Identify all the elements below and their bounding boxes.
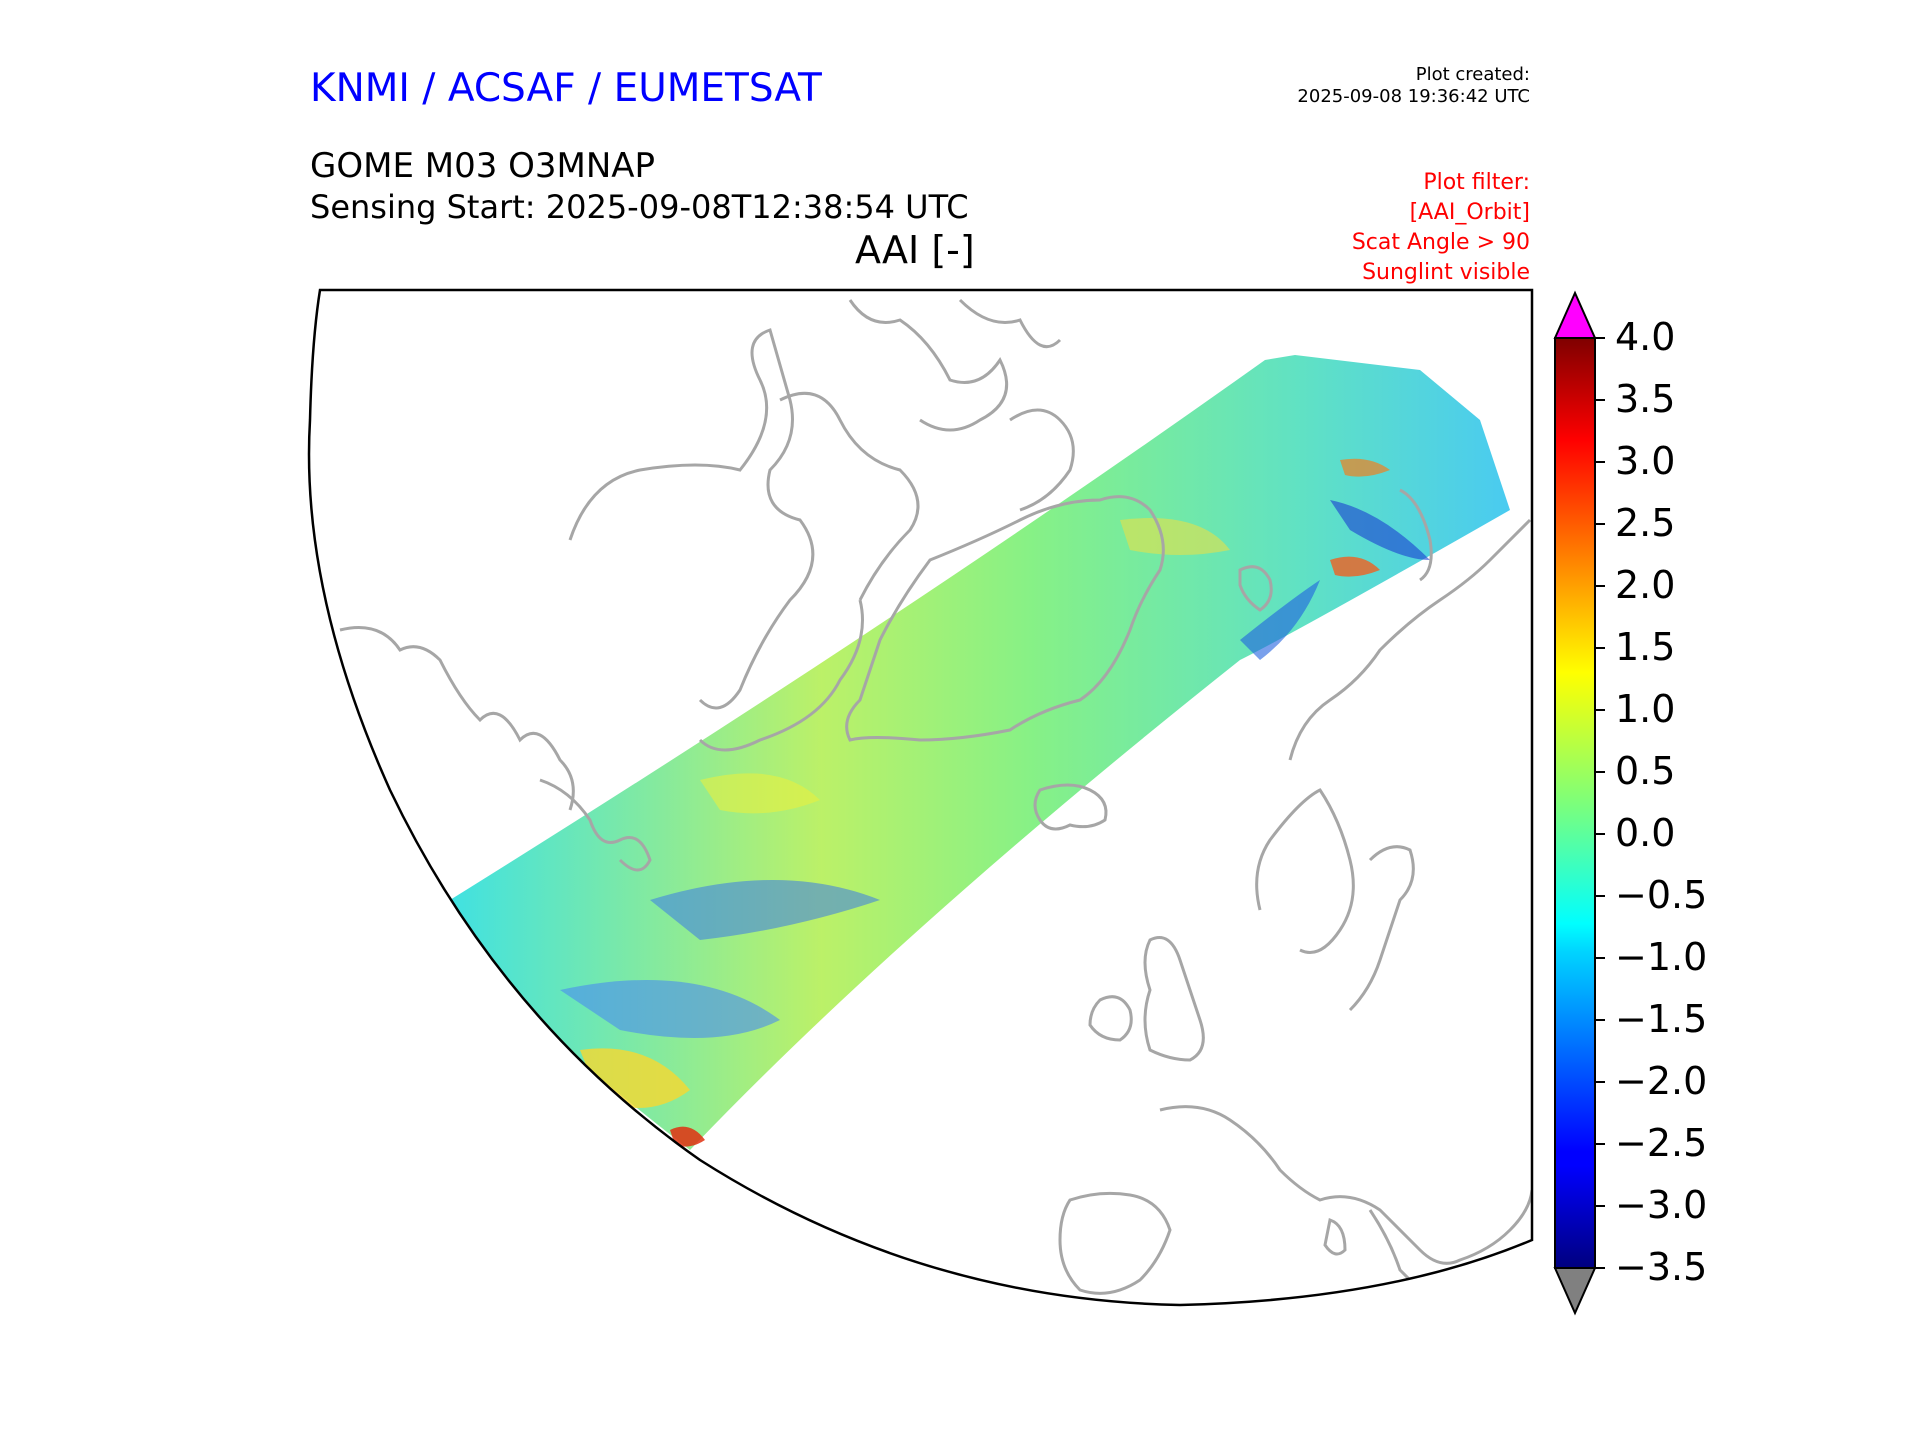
colorbar-tick-label: 3.5: [1615, 377, 1676, 421]
coastline-ireland: [1088, 995, 1133, 1042]
plot-filter-item: Scat Angle > 90: [1351, 230, 1530, 255]
coastline-europe: [1159, 1105, 1532, 1265]
swath-band-blue: [1240, 580, 1320, 660]
plot-filter-item: [AAI_Orbit]: [1409, 200, 1530, 225]
plot-filter-item: Sunglint visible: [1362, 260, 1530, 285]
coastline-greenland: [845, 495, 1165, 742]
swath-band-red: [670, 1126, 705, 1147]
plot-filter-title: Plot filter:: [1423, 170, 1530, 195]
coastline-west-canada: [339, 626, 575, 811]
coastline-scandinavia: [1288, 518, 1532, 761]
coastline-scandinavia: [1255, 788, 1355, 954]
colorbar-tick-label: 3.0: [1615, 439, 1676, 483]
coastline-hudson-bay: [568, 328, 815, 710]
coastline-novaya-zemlya: [1399, 488, 1433, 582]
colorbar-tick-label: 2.0: [1615, 563, 1676, 607]
colorbar-tick-label: 0.0: [1615, 811, 1676, 855]
swath-band-blue: [560, 980, 780, 1038]
swath-band-blue: [650, 880, 880, 940]
colorbar-tick-label: −3.0: [1615, 1183, 1708, 1227]
coastline-ellesmere: [1009, 408, 1075, 512]
plot-filter-box: Plot filter: [AAI_Orbit] Scat Angle > 90…: [1352, 168, 1530, 288]
coastline-baltic: [1348, 845, 1415, 1012]
map-content: [339, 298, 1532, 1302]
coastline-iberia: [1058, 1191, 1172, 1295]
organization-title: KNMI / ACSAF / EUMETSAT: [310, 66, 822, 111]
coastline-svalbard: [1238, 565, 1273, 612]
colorbar-over-triangle: [1553, 290, 1597, 339]
coastline-baffin: [779, 391, 920, 601]
product-title: GOME M03 O3MNAP: [310, 146, 656, 186]
colorbar-tick-label: −1.0: [1615, 935, 1708, 979]
coastline-britain: [1143, 936, 1205, 1062]
colorbar-tick-label: 4.0: [1615, 315, 1676, 359]
colorbar-tick-label: 0.5: [1615, 749, 1676, 793]
coastline-west-canada: [539, 778, 652, 872]
plot-created-info: Plot created: 2025-09-08 19:36:42 UTC: [1297, 64, 1530, 108]
swath-band-yellow: [1120, 518, 1230, 555]
map-border: [307, 288, 1534, 1307]
swath-band-blue: [1330, 500, 1430, 560]
colorbar-ticks: [1595, 337, 1605, 1269]
sensing-start: Sensing Start: 2025-09-08T12:38:54 UTC: [310, 188, 969, 226]
coastline-iceland: [1033, 783, 1108, 831]
colorbar-tick-label: −3.5: [1615, 1245, 1708, 1289]
colorbar-tick-label: 1.5: [1615, 625, 1676, 669]
colorbar-tick-label: 1.0: [1615, 687, 1676, 731]
swath-band-red: [1330, 556, 1380, 577]
swath-band-yellow: [700, 773, 820, 814]
colorbar-under-triangle: [1553, 1267, 1597, 1316]
aai-swath: [450, 355, 1510, 1150]
colorbar-tick-label: −0.5: [1615, 873, 1708, 917]
colorbar-tick-label: −2.0: [1615, 1059, 1708, 1103]
coastline-labrador: [698, 599, 864, 752]
colorbar-tick-label: −1.5: [1615, 997, 1708, 1041]
colorbar-tick-label: −2.5: [1615, 1121, 1708, 1165]
plot-created-time: 2025-09-08 19:36:42 UTC: [1297, 86, 1530, 107]
coastline-corsica: [1323, 1218, 1347, 1256]
swath-band-red: [1340, 458, 1390, 477]
coastline-arctic-islands: [958, 298, 1062, 349]
colorbar-tick-label: 2.5: [1615, 501, 1676, 545]
coastlines: [339, 298, 1532, 1302]
variable-title: AAI [-]: [855, 228, 975, 272]
colorbar-gradient: [1554, 337, 1596, 1269]
coastline-arctic-islands: [848, 299, 1009, 432]
plot-created-label: Plot created:: [1415, 64, 1530, 85]
